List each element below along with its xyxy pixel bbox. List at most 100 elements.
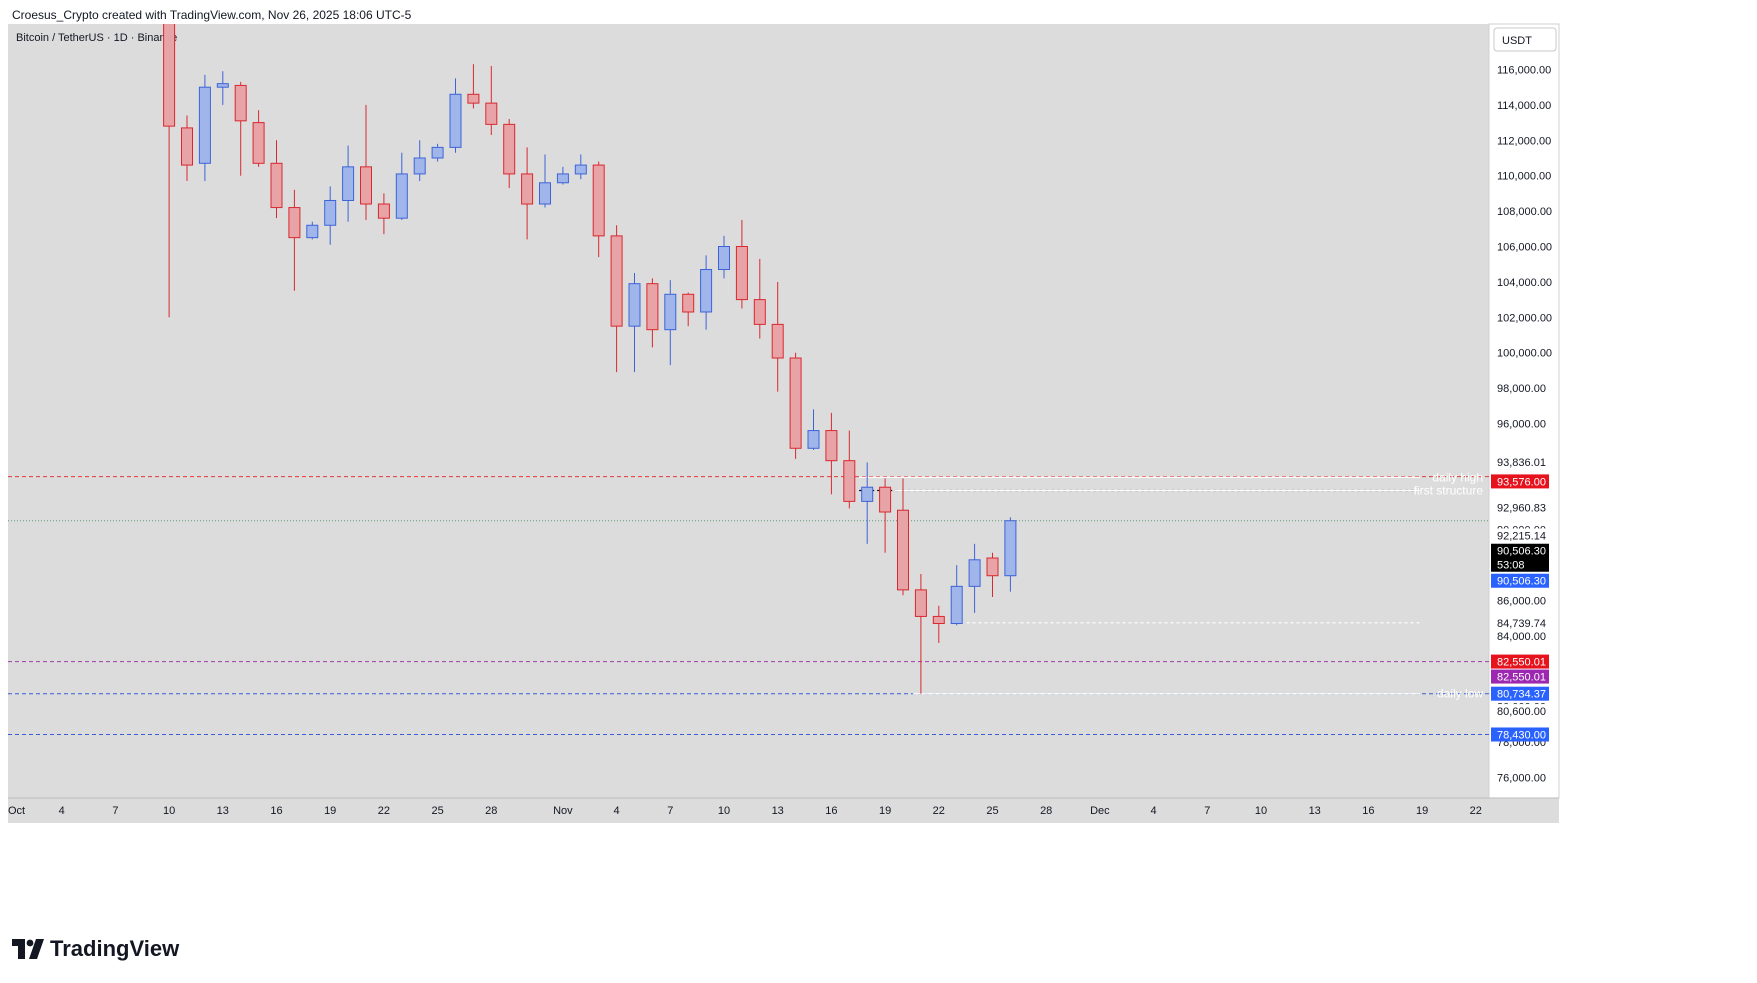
- x-tick-label: 25: [986, 805, 998, 817]
- time-axis[interactable]: [8, 798, 1559, 823]
- price-label-box: [1491, 500, 1549, 515]
- currency-label: USDT: [1502, 35, 1532, 47]
- currency-button[interactable]: [1493, 27, 1557, 52]
- plot-area[interactable]: [8, 24, 1489, 798]
- candle-body[interactable]: [181, 127, 193, 166]
- candle-body[interactable]: [306, 224, 319, 239]
- candle-body[interactable]: [700, 269, 713, 313]
- price-label-box: [1491, 573, 1549, 588]
- candle-body[interactable]: [628, 283, 641, 327]
- annotation-label: daily low: [1437, 687, 1483, 701]
- candle-body[interactable]: [861, 486, 874, 502]
- candle-body[interactable]: [574, 164, 587, 175]
- y-tick-label: 100,000.00: [1497, 348, 1552, 360]
- price-label-box: [1491, 474, 1549, 489]
- candle-body[interactable]: [521, 173, 534, 205]
- candle-body[interactable]: [467, 93, 480, 104]
- price-axis[interactable]: [1488, 23, 1560, 799]
- candle-body[interactable]: [163, 0, 176, 127]
- candle-body[interactable]: [395, 173, 408, 219]
- x-tick-label: 10: [163, 805, 175, 817]
- price-label-box: [1491, 615, 1549, 630]
- x-tick-label: 22: [378, 805, 390, 817]
- candle-body[interactable]: [789, 357, 802, 449]
- candle-body[interactable]: [324, 199, 337, 226]
- candle-body[interactable]: [879, 486, 892, 513]
- x-tick-label: 13: [1309, 805, 1321, 817]
- x-tick-label: 16: [1362, 805, 1374, 817]
- candle-body[interactable]: [825, 430, 838, 462]
- candle-body[interactable]: [1004, 520, 1017, 577]
- x-tick-label: 22: [1470, 805, 1482, 817]
- x-tick-label: Dec: [1090, 805, 1110, 817]
- x-tick-label: 19: [879, 805, 891, 817]
- candle-body[interactable]: [682, 293, 695, 313]
- price-label: 90,506.30: [1497, 546, 1546, 558]
- candle-body[interactable]: [413, 157, 426, 175]
- candle-body[interactable]: [968, 559, 981, 587]
- candle-body[interactable]: [753, 299, 766, 325]
- candle-body[interactable]: [986, 557, 999, 577]
- y-tick-label: 102,000.00: [1497, 312, 1552, 324]
- x-tick-label: 4: [59, 805, 65, 817]
- tradingview-wordmark: TradingView: [50, 936, 180, 961]
- x-tick-label: 16: [825, 805, 837, 817]
- x-tick-label: 10: [1255, 805, 1267, 817]
- price-label: 90,506.30: [1497, 576, 1546, 588]
- candle-body[interactable]: [503, 123, 516, 175]
- chart-attribution: Croesus_Crypto created with TradingView.…: [12, 8, 412, 22]
- price-label: 93,836.01: [1497, 457, 1546, 469]
- y-tick-label: 114,000.00: [1497, 100, 1551, 112]
- candle-body[interactable]: [664, 293, 677, 331]
- x-tick-label: Oct: [8, 805, 25, 817]
- candle-body[interactable]: [556, 173, 569, 184]
- y-tick-label: 106,000.00: [1497, 242, 1552, 254]
- tradingview-logo-icon: [12, 939, 44, 959]
- candle-body[interactable]: [485, 102, 498, 125]
- price-label-box: [1491, 669, 1549, 684]
- candle-body[interactable]: [807, 430, 820, 449]
- candle-body[interactable]: [288, 207, 301, 239]
- candle-body[interactable]: [539, 182, 551, 205]
- price-label-box: [1491, 654, 1549, 669]
- candle-body[interactable]: [342, 166, 355, 201]
- y-tick-label: 84,000.00: [1497, 631, 1546, 643]
- y-tick-label: 98,000.00: [1497, 383, 1546, 395]
- y-tick-label: 96,000.00: [1497, 419, 1546, 431]
- x-tick-label: 10: [718, 805, 730, 817]
- candle-body[interactable]: [735, 246, 748, 301]
- price-label-box: [1491, 704, 1549, 719]
- candle-body[interactable]: [914, 589, 927, 617]
- candle-body[interactable]: [270, 162, 283, 209]
- x-tick-label: 22: [933, 805, 945, 817]
- candle-body[interactable]: [646, 283, 659, 331]
- countdown-label: 53:08: [1497, 560, 1525, 572]
- candle-body[interactable]: [431, 146, 444, 159]
- candle-body[interactable]: [610, 235, 623, 327]
- price-label: 93,576.00: [1497, 476, 1546, 488]
- price-label: 82,550.01: [1497, 657, 1546, 669]
- candle-body[interactable]: [718, 246, 730, 271]
- price-label: 80,734.37: [1497, 689, 1546, 701]
- candle-body[interactable]: [932, 615, 945, 625]
- candle-body[interactable]: [377, 203, 390, 219]
- candle-body[interactable]: [234, 84, 247, 122]
- candle-body[interactable]: [449, 93, 462, 148]
- y-tick-label: 116,000.00: [1497, 65, 1551, 77]
- price-label: 78,430.00: [1497, 729, 1546, 741]
- candle-body[interactable]: [950, 585, 963, 625]
- tradingview-logo[interactable]: TradingView: [12, 936, 179, 962]
- candle-body[interactable]: [252, 122, 265, 164]
- candle-body[interactable]: [216, 83, 229, 88]
- candle-body[interactable]: [360, 166, 372, 205]
- candle-body[interactable]: [592, 164, 605, 237]
- candle-body[interactable]: [198, 86, 211, 164]
- x-tick-label: 7: [667, 805, 673, 817]
- candle-body[interactable]: [771, 323, 784, 359]
- price-label: 82,550.01: [1497, 672, 1546, 684]
- candle-body[interactable]: [843, 460, 856, 502]
- candle-body[interactable]: [897, 509, 909, 591]
- x-tick-label: 28: [485, 805, 497, 817]
